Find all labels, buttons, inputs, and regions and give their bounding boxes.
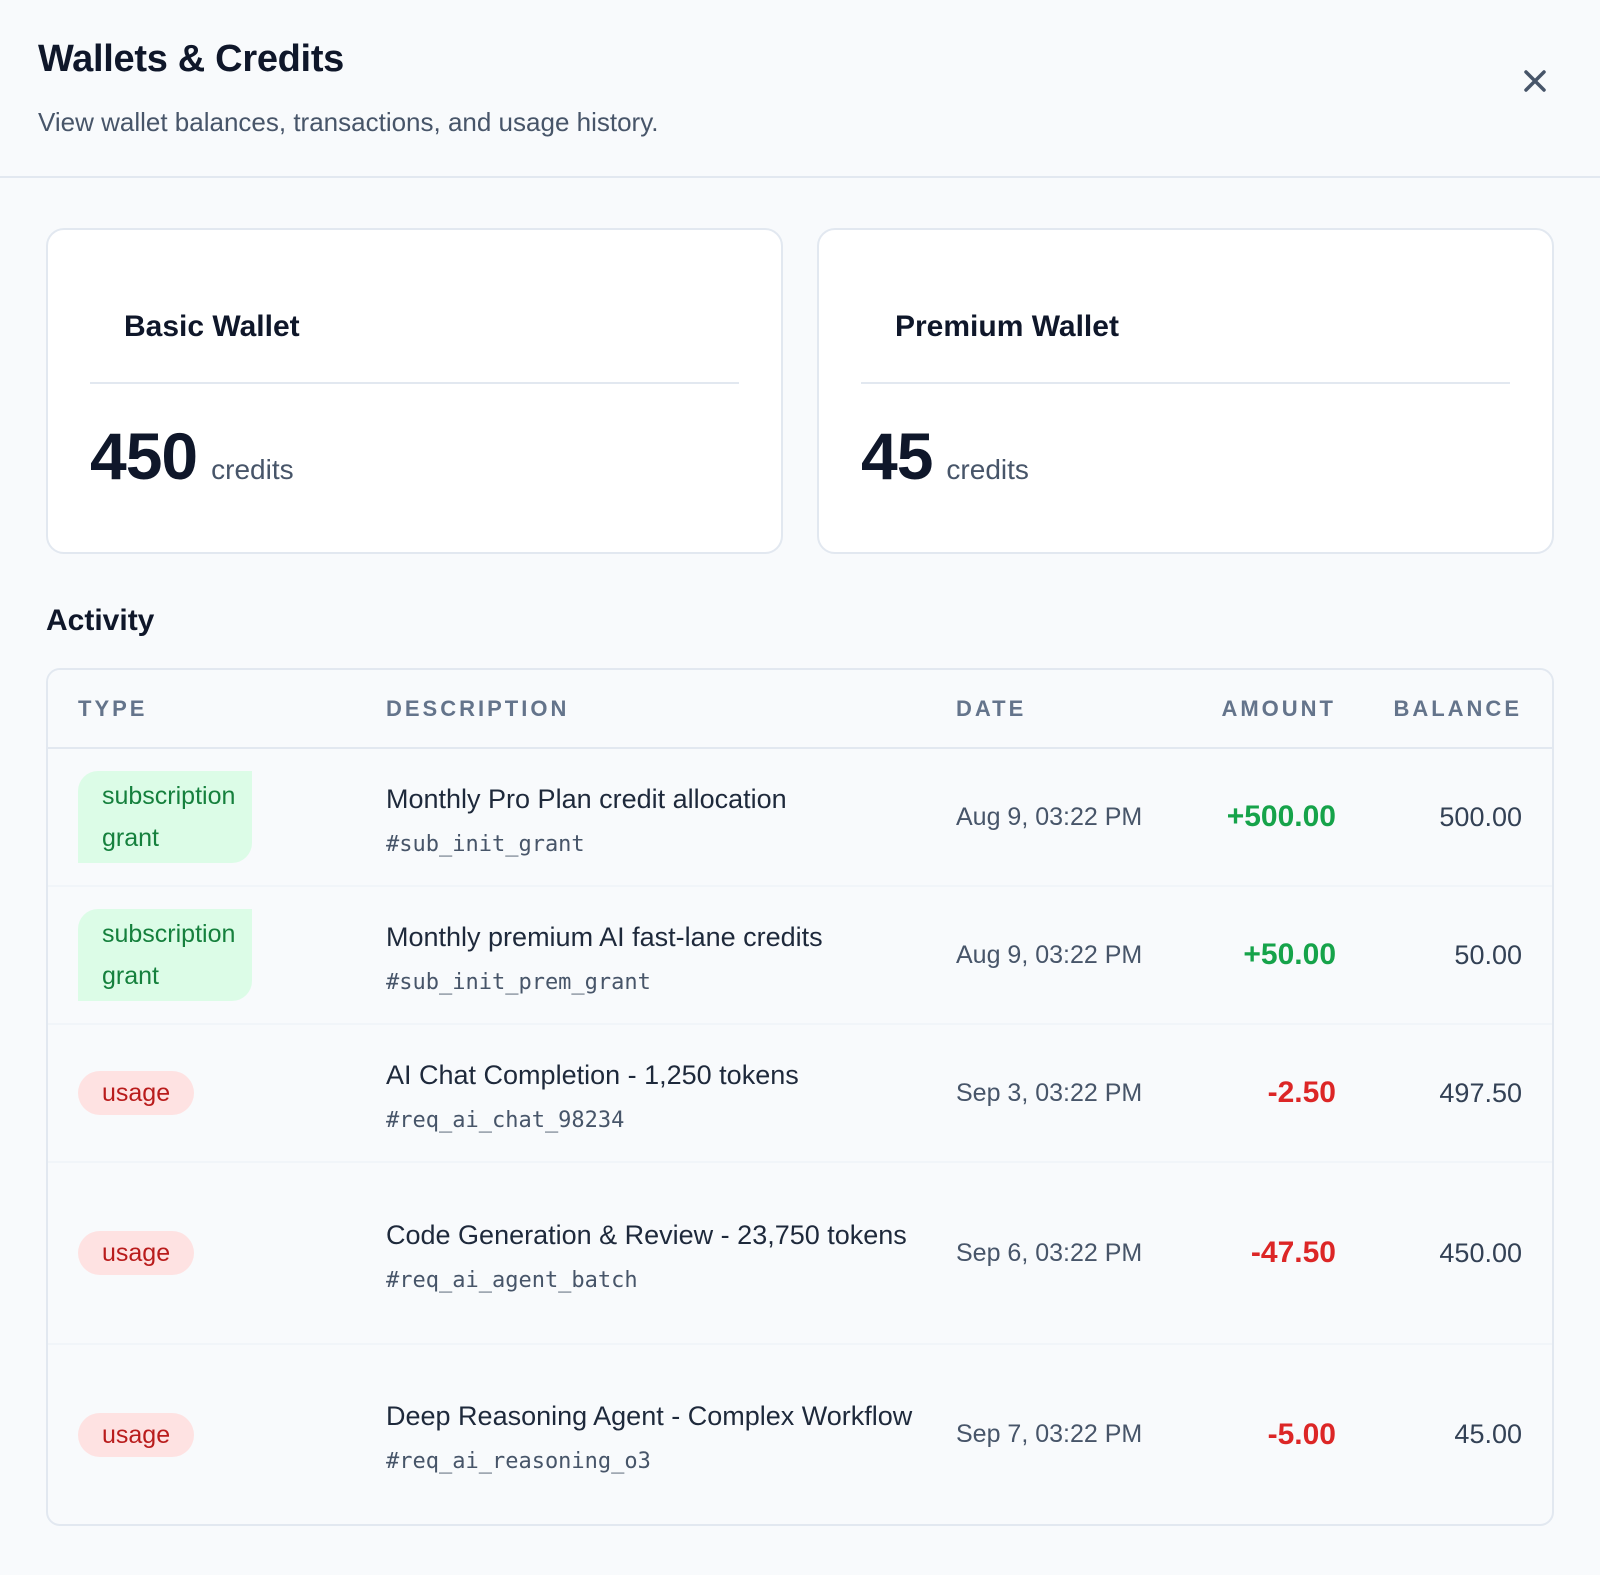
row-balance: 450.00 xyxy=(1439,1237,1522,1268)
row-description: Deep Reasoning Agent - Complex Workflow xyxy=(386,1401,913,1431)
row-balance: 500.00 xyxy=(1439,801,1522,832)
wallet-credit-value: 45 xyxy=(861,419,933,493)
column-header-date: DATE xyxy=(956,670,1156,749)
dialog-subtitle: View wallet balances, transactions, and … xyxy=(38,107,659,137)
row-amount: -47.50 xyxy=(1250,1236,1336,1269)
activity-heading: Activity xyxy=(46,604,155,637)
column-header-amount: AMOUNT xyxy=(1156,670,1336,749)
row-date: Sep 3, 03:22 PM xyxy=(956,1078,1143,1107)
type-badge: usage xyxy=(78,1071,195,1115)
wallet-credit-unit: credits xyxy=(211,454,294,485)
close-icon xyxy=(1524,70,1546,92)
wallet-name: Basic Wallet xyxy=(90,230,739,384)
table-header-row: TYPE DESCRIPTION DATE AMOUNT BALANCE xyxy=(48,670,1552,749)
wallet-credit-unit: credits xyxy=(946,454,1029,485)
row-reference: #req_ai_chat_98234 xyxy=(386,1107,625,1133)
column-header-description: DESCRIPTION xyxy=(386,670,956,749)
table-row: subscription grant Monthly premium AI fa… xyxy=(48,886,1552,1024)
table-row: usage AI Chat Completion - 1,250 tokens … xyxy=(48,1024,1552,1162)
wallet-balance: 45 credits xyxy=(861,384,1510,494)
wallet-card-basic: Basic Wallet 450 credits xyxy=(46,228,783,554)
row-description: Monthly premium AI fast-lane credits xyxy=(386,921,823,952)
type-badge: subscription grant xyxy=(78,771,252,863)
row-reference: #sub_init_prem_grant xyxy=(386,969,651,995)
row-description: Monthly Pro Plan credit allocation xyxy=(386,783,787,814)
wallet-credit-value: 450 xyxy=(90,419,198,493)
row-description: Code Generation & Review - 23,750 tokens xyxy=(386,1219,907,1250)
wallet-name: Premium Wallet xyxy=(861,230,1510,384)
type-badge: subscription grant xyxy=(78,909,252,1001)
row-description: AI Chat Completion - 1,250 tokens xyxy=(386,1059,799,1090)
row-balance: 45.00 xyxy=(1454,1419,1522,1449)
row-reference: #sub_init_grant xyxy=(386,831,585,857)
dialog-header: Wallets & Credits View wallet balances, … xyxy=(0,0,1600,178)
table-row: subscription grant Monthly Pro Plan cred… xyxy=(48,748,1552,886)
row-balance: 497.50 xyxy=(1439,1077,1522,1108)
row-amount: +50.00 xyxy=(1243,938,1336,971)
row-amount: -2.50 xyxy=(1267,1076,1336,1109)
row-reference: #req_ai_reasoning_o3 xyxy=(386,1449,651,1474)
wallet-card-premium: Premium Wallet 45 credits xyxy=(817,228,1554,554)
type-badge: usage xyxy=(78,1412,195,1457)
dialog-title: Wallets & Credits xyxy=(38,38,345,80)
column-header-balance: BALANCE xyxy=(1336,670,1552,749)
column-header-type: TYPE xyxy=(48,670,386,749)
activity-table: TYPE DESCRIPTION DATE AMOUNT BALANCE sub… xyxy=(46,668,1554,1526)
wallet-cards: Basic Wallet 450 credits Premium Wallet … xyxy=(0,178,1600,554)
row-date: Aug 9, 03:22 PM xyxy=(956,940,1143,969)
row-date: Sep 7, 03:22 PM xyxy=(956,1420,1143,1448)
row-amount: -5.00 xyxy=(1267,1417,1336,1451)
row-reference: #req_ai_agent_batch xyxy=(386,1267,638,1293)
row-date: Aug 9, 03:22 PM xyxy=(956,802,1143,831)
table-row: usage Deep Reasoning Agent - Complex Wor… xyxy=(48,1344,1552,1524)
type-badge: usage xyxy=(78,1231,195,1275)
table-row: usage Code Generation & Review - 23,750 … xyxy=(48,1162,1552,1344)
row-balance: 50.00 xyxy=(1454,939,1522,970)
close-button[interactable] xyxy=(1518,64,1552,98)
row-date: Sep 6, 03:22 PM xyxy=(956,1238,1143,1267)
row-amount: +500.00 xyxy=(1226,800,1336,833)
wallet-balance: 450 credits xyxy=(90,384,739,494)
